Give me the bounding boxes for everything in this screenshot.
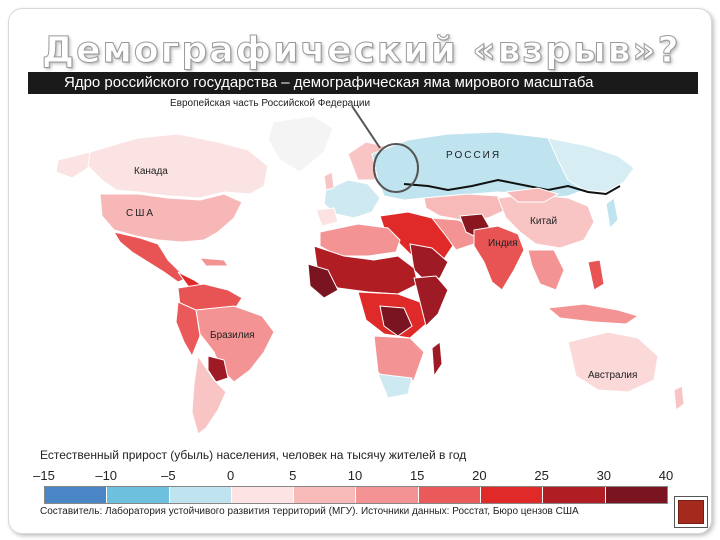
callout-ellipse bbox=[373, 143, 419, 193]
legend-title: Естественный прирост (убыль) населения, … bbox=[40, 448, 467, 462]
legend-tick-label: 5 bbox=[289, 468, 297, 483]
india-region bbox=[473, 225, 525, 291]
label-usa: США bbox=[126, 208, 156, 219]
legend-tick-label: 0 bbox=[226, 468, 235, 483]
label-china: Китай bbox=[530, 216, 558, 227]
world-map bbox=[28, 94, 698, 444]
north-africa-region bbox=[319, 223, 401, 257]
west-africa-region bbox=[307, 263, 339, 299]
east-africa-region bbox=[413, 275, 449, 327]
legend-swatch bbox=[231, 487, 295, 503]
congo-region bbox=[379, 305, 413, 337]
legend-swatch bbox=[107, 487, 170, 503]
central-asia-region bbox=[423, 193, 507, 221]
legend-swatch bbox=[481, 487, 544, 503]
russia-east-region bbox=[547, 137, 635, 193]
south-africa-region bbox=[377, 373, 413, 399]
label-brazil: Бразилия bbox=[210, 330, 255, 341]
legend-tick-label: 40 bbox=[658, 468, 674, 483]
subtitle-text: Ядро российского государства – демографи… bbox=[64, 74, 594, 91]
callout-label: Европейская часть Российской Федерации bbox=[170, 98, 371, 109]
slide-title: Демографический «взрыв»? bbox=[42, 30, 681, 72]
southeast-asia-region bbox=[527, 249, 565, 291]
subtitle-bar: Ядро российского государства – демографи… bbox=[28, 72, 698, 94]
source-text: Составитель: Лаборатория устойчивого раз… bbox=[40, 506, 579, 517]
japan-region bbox=[605, 197, 619, 230]
legend-tick-label: 20 bbox=[472, 468, 487, 483]
legend-tick-label: 25 bbox=[534, 468, 549, 483]
russia-border-line bbox=[403, 178, 621, 196]
mongolia-region bbox=[504, 187, 560, 203]
label-australia: Австралия bbox=[588, 370, 638, 381]
usa-region bbox=[99, 193, 243, 243]
label-india: Индия bbox=[488, 238, 518, 249]
label-russia: РОССИЯ bbox=[446, 150, 502, 161]
legend-swatch bbox=[605, 487, 667, 503]
southern-cone-region bbox=[191, 354, 227, 435]
mexico-region bbox=[112, 231, 189, 283]
legend-swatch bbox=[418, 487, 482, 503]
callout-pointer bbox=[351, 105, 381, 149]
madagascar-region bbox=[431, 341, 443, 378]
brazil-region bbox=[195, 305, 275, 383]
andes-region bbox=[175, 301, 201, 358]
china-region bbox=[497, 193, 595, 249]
legend-swatch bbox=[543, 487, 606, 503]
legend-swatch bbox=[294, 487, 357, 503]
greenland-region bbox=[267, 115, 334, 173]
alaska-region bbox=[55, 151, 91, 179]
next-slide-button-face bbox=[678, 500, 704, 524]
next-slide-button[interactable] bbox=[674, 496, 708, 528]
iberia-region bbox=[315, 207, 339, 227]
legend-ticks: –15 –10 –5 0 5 10 15 20 25 30 40 bbox=[33, 468, 674, 484]
caribbean-region bbox=[198, 257, 229, 267]
legend-tick-label: –5 bbox=[161, 468, 176, 483]
legend-tick-label: 10 bbox=[347, 468, 363, 483]
indonesia-region bbox=[546, 303, 640, 325]
label-canada: Канада bbox=[134, 166, 168, 177]
legend-bar bbox=[44, 486, 668, 504]
europe-west-region bbox=[323, 179, 381, 219]
legend-swatch bbox=[169, 487, 232, 503]
legend-tick-label: 30 bbox=[596, 468, 612, 483]
canada-region bbox=[87, 133, 269, 199]
legend-tick-label: 15 bbox=[409, 468, 425, 483]
philippines-region bbox=[587, 259, 605, 291]
australia-region bbox=[567, 331, 659, 393]
legend-swatch bbox=[356, 487, 419, 503]
bolivia-region bbox=[207, 355, 229, 383]
new-zealand-region bbox=[673, 385, 685, 411]
legend-swatch bbox=[45, 487, 108, 503]
uk-region bbox=[323, 171, 335, 191]
legend-tick-label: –10 bbox=[95, 468, 118, 483]
legend-tick-label: –15 bbox=[33, 468, 55, 483]
